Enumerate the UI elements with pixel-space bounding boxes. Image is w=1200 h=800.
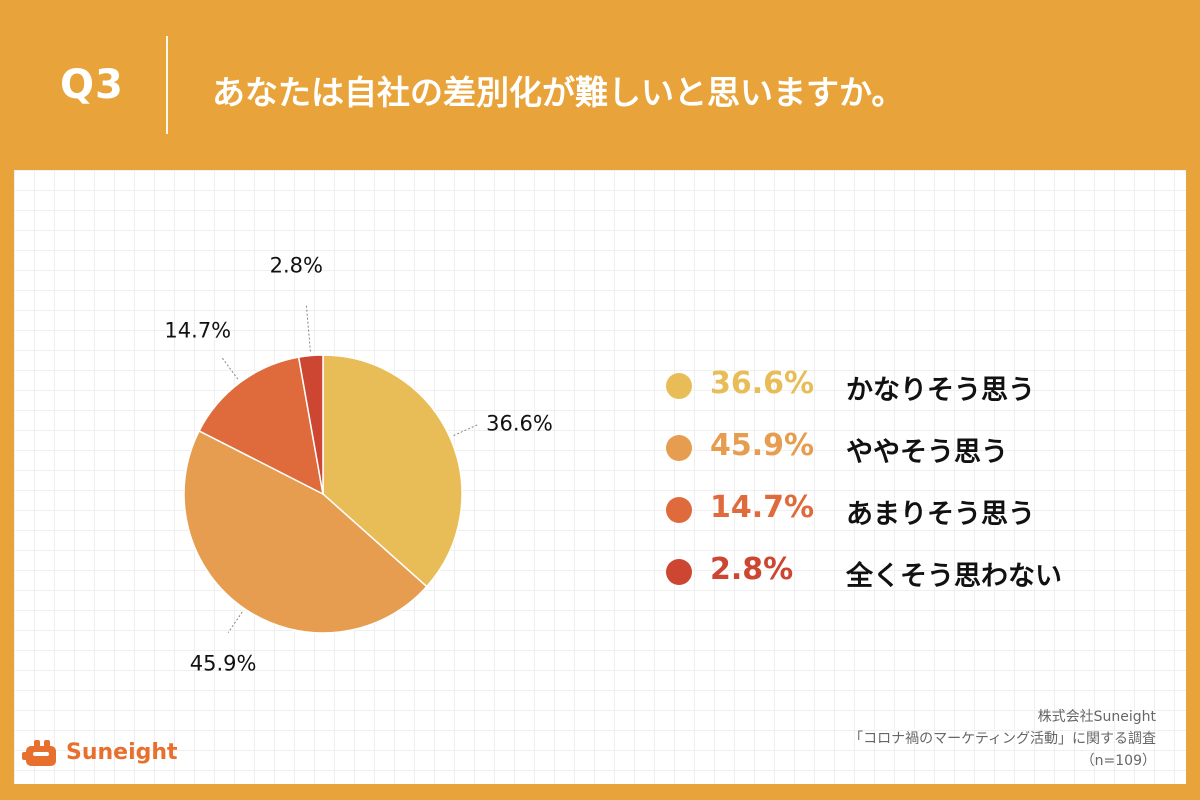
source-survey: 「コロナ禍のマーケティング活動」に関する調査 [849, 731, 1156, 747]
legend-item: 36.6% かなりそう思う [666, 366, 1146, 428]
logo-text: Suneight [66, 740, 178, 765]
source-note: 株式会社Suneight 「コロナ禍のマーケティング活動」に関する調査 （n=1… [849, 706, 1156, 772]
header: Q3 あなたは自社の差別化が難しいと思いますか。 [0, 0, 1200, 170]
pie-slice [198, 356, 325, 496]
pie-leader-line [453, 424, 479, 437]
pie-data-label: 14.7% [164, 318, 231, 342]
pie-leader-line [221, 357, 239, 380]
legend-label: あまりそう思う [846, 499, 1035, 530]
pie-chart: 36.6% 45.9% 14.7% 2.8% [164, 254, 553, 676]
source-company: 株式会社Suneight [1037, 709, 1156, 725]
legend-percent: 2.8% [710, 552, 794, 587]
pie-slice [297, 354, 324, 495]
legend-percent: 14.7% [710, 490, 815, 525]
legend-percent: 36.6% [710, 366, 815, 401]
header-divider [166, 36, 168, 134]
legend-swatch-icon [666, 435, 692, 461]
question-title: あなたは自社の差別化が難しいと思いますか。 [212, 73, 905, 112]
legend-label: ややそう思う [846, 437, 1008, 468]
legend-swatch-icon [666, 373, 692, 399]
legend-swatch-icon [666, 497, 692, 523]
legend-item: 45.9% ややそう思う [666, 428, 1146, 490]
legend-label: かなりそう思う [846, 375, 1035, 406]
legend-item: 14.7% あまりそう思う [666, 490, 1146, 552]
pie-data-label: 36.6% [486, 412, 553, 436]
pie-leader-line [227, 611, 243, 633]
sun-logo-icon [22, 740, 56, 766]
source-sample: （n=109） [1080, 753, 1156, 769]
pie-data-label: 45.9% [190, 652, 257, 676]
legend-percent: 45.9% [710, 428, 815, 463]
question-number: Q3 [60, 62, 124, 108]
legend: 36.6% かなりそう思う 45.9% ややそう思う 14.7% あまりそう思う… [666, 366, 1146, 614]
legend-label: 全くそう思わない [846, 561, 1062, 592]
legend-item: 2.8% 全くそう思わない [666, 552, 1146, 614]
pie-leader-line [305, 304, 311, 352]
legend-swatch-icon [666, 559, 692, 585]
pie-slice [183, 429, 428, 634]
pie-data-label: 2.8% [270, 254, 323, 278]
pie-slice [322, 354, 463, 588]
chart-panel: 36.6% 45.9% 14.7% 2.8% 36.6% かなりそう思う 45.9% … [14, 170, 1186, 784]
